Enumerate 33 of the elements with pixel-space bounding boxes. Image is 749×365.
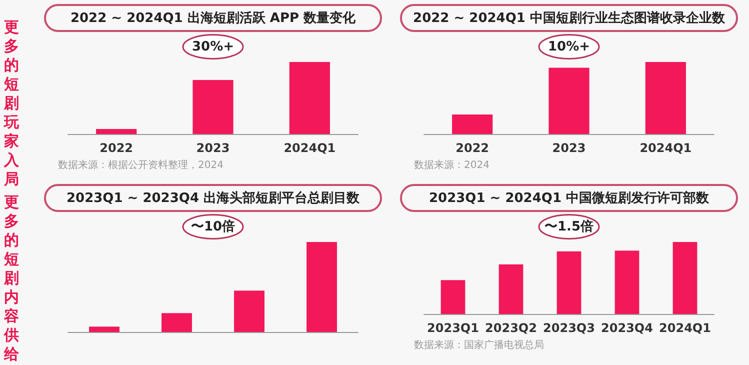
bar: [234, 290, 264, 332]
chart-title: 2023Q1 ~ 2024Q1 中国微短剧发行许可部数: [400, 184, 738, 212]
x-tick-label: 2023Q4: [601, 321, 653, 335]
text: 更多的短剧内容供给: [4, 193, 19, 363]
x-tick-label: 2022: [100, 141, 134, 155]
x-tick-label: 2023Q1: [427, 321, 479, 335]
bar: [440, 280, 466, 314]
x-tick-label: 2024Q1: [284, 141, 336, 155]
x-tick-label: 2023: [196, 141, 230, 155]
bar: [556, 251, 582, 314]
x-tick-label: 2023Q2: [485, 321, 537, 335]
text: 〜1.5倍: [544, 218, 594, 234]
text: 更多的短剧玩家入局: [4, 18, 19, 188]
bar: [162, 313, 192, 332]
text: 10%+: [548, 39, 590, 54]
chart-title: 2022 ~ 2024Q1 出海短剧活跃 APP 数量变化: [44, 4, 382, 32]
chart-title: 2023Q1 ~ 2023Q4 出海头部短剧平台总剧目数: [44, 184, 382, 212]
x-tick-label: 2024Q1: [640, 141, 692, 155]
bar: [89, 326, 120, 332]
source-note: 数据来源：国家广播电视总局: [414, 338, 545, 353]
text: 30%+: [192, 39, 234, 54]
x-tick-label: 2024Q1: [659, 321, 711, 335]
source-note: 数据来源：2024: [414, 158, 490, 173]
source-note: 数据来源：根据公开资料整理，2024: [58, 158, 224, 173]
chart-title: 2022 ~ 2024Q1 中国短剧行业生态图谱收录企业数: [400, 4, 738, 32]
bar: [306, 242, 337, 332]
text: 〜10倍: [190, 218, 236, 234]
bar: [614, 250, 640, 314]
x-tick-label: 2022: [456, 141, 490, 155]
bar: [672, 242, 698, 314]
x-tick-label: 2023Q3: [543, 321, 595, 335]
bar: [498, 264, 524, 314]
x-tick-label: 2023: [552, 141, 586, 155]
